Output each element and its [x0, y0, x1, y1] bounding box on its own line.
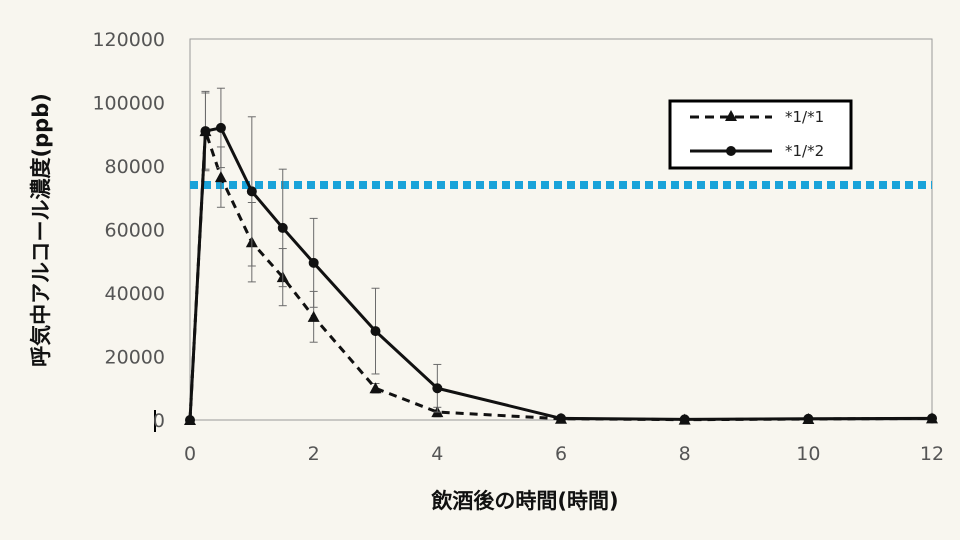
x-tick-label: 2 [308, 443, 320, 465]
data-point [214, 171, 227, 183]
legend-marker-series-2 [726, 146, 736, 156]
y-tick-label: 100000 [92, 93, 165, 115]
data-point [927, 413, 937, 424]
data-point [308, 257, 319, 268]
data-point [307, 310, 320, 322]
x-tick-label: 0 [184, 443, 196, 465]
data-point [803, 413, 814, 424]
series-2 [185, 87, 937, 425]
data-point [246, 186, 257, 197]
legend-marker-series-1 [725, 110, 737, 121]
plot-border [189, 38, 933, 421]
legend: *1/*1 *1/*2 [668, 99, 853, 170]
data-point [200, 126, 211, 137]
y-tick-label: 60000 [105, 220, 165, 242]
y-tick-label: 120000 [92, 29, 165, 51]
x-axis-ticks: 0 2 4 6 8 10 12 [184, 443, 944, 465]
y-tick-label: 40000 [105, 283, 165, 305]
x-tick-label: 8 [679, 443, 691, 465]
y-tick-label: 0 [153, 410, 165, 432]
plot-area [154, 38, 933, 432]
data-point [369, 382, 382, 394]
series-group [184, 87, 938, 425]
data-point [185, 415, 195, 425]
data-point [215, 122, 226, 133]
legend-label-series-1: *1/*1 [785, 108, 824, 126]
data-point [277, 222, 288, 233]
series-line [188, 129, 933, 422]
y-axis-title: 呼気中アルコール濃度(ppb) [29, 93, 53, 367]
y-axis-ticks: 0 20000 40000 60000 80000 100000 120000 [92, 29, 165, 432]
x-axis-title: 飲酒後の時間(時間) [430, 489, 618, 513]
x-tick-label: 6 [555, 443, 567, 465]
data-point [432, 383, 443, 394]
x-tick-label: 10 [796, 443, 820, 465]
data-point [556, 413, 566, 424]
data-point [679, 414, 690, 425]
y-tick-label: 80000 [105, 156, 165, 178]
series-line [188, 126, 933, 421]
y-tick-label: 20000 [105, 347, 165, 369]
legend-box [668, 99, 853, 170]
x-tick-label: 12 [920, 443, 944, 465]
data-point [370, 326, 381, 337]
legend-label-series-2: *1/*2 [785, 142, 824, 160]
x-tick-label: 4 [431, 443, 443, 465]
